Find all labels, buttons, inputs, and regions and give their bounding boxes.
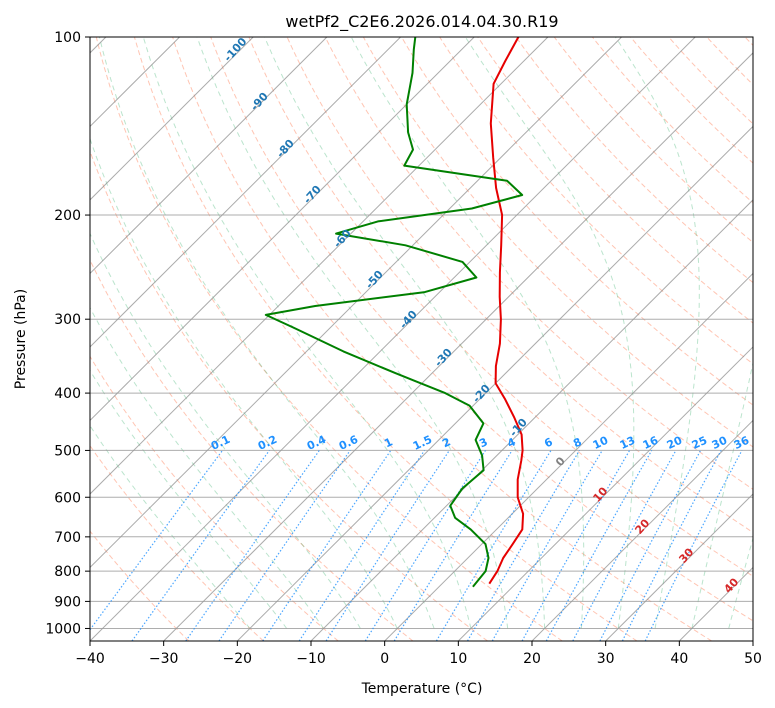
mixing-ratio-label: 16: [641, 434, 661, 452]
mixing-ratio-line: [218, 450, 351, 641]
mixing-ratio-label: 36: [732, 434, 752, 452]
dry-adiabat: [591, 37, 753, 204]
dry-adiabat: [90, 149, 488, 641]
mixing-ratio-line: [131, 450, 270, 641]
mixing-ratio-line: [185, 450, 320, 641]
dry-adiabat: [248, 37, 753, 577]
y-tick-label: 400: [54, 386, 81, 402]
mixing-ratio-label: 25: [690, 434, 709, 452]
x-tick-label: −20: [223, 651, 253, 667]
mixing-ratio-line: [599, 450, 702, 641]
moist-adiabat: [90, 424, 251, 629]
x-tick-label: 30: [597, 651, 615, 667]
y-tick-label: 600: [54, 490, 81, 506]
dry-adiabat: [515, 37, 753, 284]
y-tick-label: 200: [54, 208, 81, 224]
chart-title: wetPf2_C2E6.2026.014.04.30.R19: [285, 12, 558, 32]
plot-frame: [89, 36, 754, 642]
mixing-ratio-line: [393, 450, 513, 641]
moist-adiabat: [90, 369, 288, 629]
temperature-profile-line: [488, 37, 525, 585]
isotherm: [236, 125, 753, 641]
mixing-ratio-line: [325, 450, 450, 641]
y-tick-label: 800: [54, 564, 81, 580]
mixing-ratio-line: [491, 450, 603, 641]
dry-adiabat: [90, 355, 339, 641]
isotherm: [310, 199, 753, 641]
moist-adiabat: [264, 37, 546, 629]
mixing-ratio-line: [521, 450, 631, 641]
y-axis-label: Pressure (hPa): [13, 289, 29, 389]
dewpoint-profile-line: [264, 37, 524, 588]
isotherm: [90, 37, 475, 422]
mixing-ratio-label: 30: [710, 434, 730, 452]
x-tick-label: 10: [449, 651, 467, 667]
x-axis-label: Temperature (°C): [361, 681, 483, 697]
isotherm: [90, 37, 254, 201]
y-axis-ticks: 100 200 300 400 500 600 700 800 900 1000: [45, 30, 90, 637]
moist-adiabat: [90, 137, 398, 629]
mixing-ratio-line: [545, 450, 653, 641]
x-tick-label: 0: [380, 651, 389, 667]
x-tick-label: −30: [149, 651, 179, 667]
x-tick-label: −10: [296, 651, 326, 667]
x-tick-label: 20: [523, 651, 541, 667]
mixing-ratio-line: [364, 450, 487, 641]
moist-adiabat: [350, 37, 585, 629]
isotherm: [90, 37, 328, 275]
y-tick-label: 900: [54, 594, 81, 610]
y-tick-label: 100: [54, 30, 81, 46]
mixing-ratio-label: 10: [591, 434, 611, 452]
isotherm: [163, 52, 753, 641]
mixing-ratio-line: [572, 450, 677, 641]
dry-adiabat: [286, 37, 753, 534]
x-tick-label: 40: [670, 651, 688, 667]
mixing-ratio-line: [90, 450, 223, 631]
dry-adiabat: [133, 37, 638, 641]
isotherm: [90, 37, 549, 495]
y-tick-label: 500: [54, 443, 81, 459]
background-lines: [90, 37, 753, 641]
isotherm: [605, 493, 753, 641]
mixing-ratio-label: 20: [665, 434, 685, 452]
dry-adiabat: [90, 259, 414, 641]
moist-adiabat: [464, 37, 635, 629]
moist-adiabat: [90, 232, 361, 629]
series-layer: [264, 37, 525, 588]
dry-adiabat: [401, 37, 753, 406]
y-tick-label: 300: [54, 312, 81, 328]
moist-adiabat: [196, 37, 509, 629]
isotherm: [90, 37, 401, 348]
y-tick-label: 700: [54, 530, 81, 546]
isotherm: [90, 37, 696, 641]
y-tick-label: 1000: [45, 621, 81, 637]
x-tick-label: 50: [744, 651, 762, 667]
mixing-ratio-line: [621, 450, 722, 641]
isotherm: [384, 272, 753, 641]
mixing-ratio-label: 13: [618, 434, 637, 452]
isotherm: [457, 346, 753, 641]
dry-adiabat: [324, 37, 753, 490]
x-axis-ticks: −40 −30 −20 −10 0 10 20 30 40 50: [75, 641, 762, 667]
dry-adiabat: [477, 37, 753, 324]
dry-adiabat: [90, 530, 190, 641]
moist-adiabat: [691, 360, 753, 629]
x-tick-label: −40: [75, 651, 105, 667]
isotherm: [531, 419, 753, 641]
moist-adiabat: [98, 37, 435, 629]
dry-adiabat: [172, 37, 712, 641]
dry-adiabat: [95, 37, 563, 641]
dry-adiabat: [210, 37, 753, 622]
mixing-ratio-line: [644, 450, 743, 641]
moist-adiabat: [142, 37, 472, 629]
mixing-ratio-line: [298, 450, 425, 641]
moist-adiabat: [614, 37, 700, 629]
